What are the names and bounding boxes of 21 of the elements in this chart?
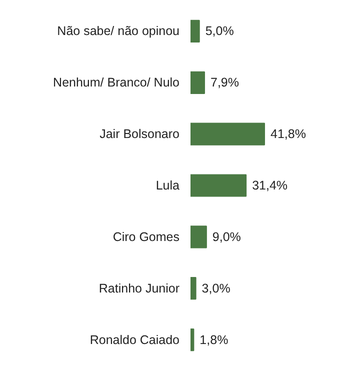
data-label: 3,0% — [202, 281, 230, 296]
data-label: 41,8% — [270, 127, 306, 142]
y-tick-label: Não sabe/ não opinou — [57, 24, 180, 38]
bar — [190, 226, 207, 248]
y-tick-label: Lula — [156, 178, 180, 192]
data-label: 1,8% — [200, 332, 228, 347]
bar — [190, 277, 196, 300]
y-tick-label: Ronaldo Caiado — [90, 332, 180, 347]
data-label: 5,0% — [205, 24, 234, 38]
y-tick-label: Ratinho Junior — [98, 281, 180, 296]
bar — [190, 122, 265, 146]
data-label: 7,9% — [210, 76, 239, 90]
bar — [190, 71, 205, 94]
y-tick-label: Nenhum/ Branco/ Nulo — [53, 76, 180, 90]
bar — [190, 20, 200, 43]
y-tick-label: Ciro Gomes — [112, 230, 180, 244]
data-label: 9,0% — [212, 230, 241, 244]
bar — [190, 328, 194, 352]
data-label: 31,4% — [252, 178, 288, 192]
bar — [190, 174, 247, 197]
y-tick-label: Jair Bolsonaro — [100, 127, 180, 142]
